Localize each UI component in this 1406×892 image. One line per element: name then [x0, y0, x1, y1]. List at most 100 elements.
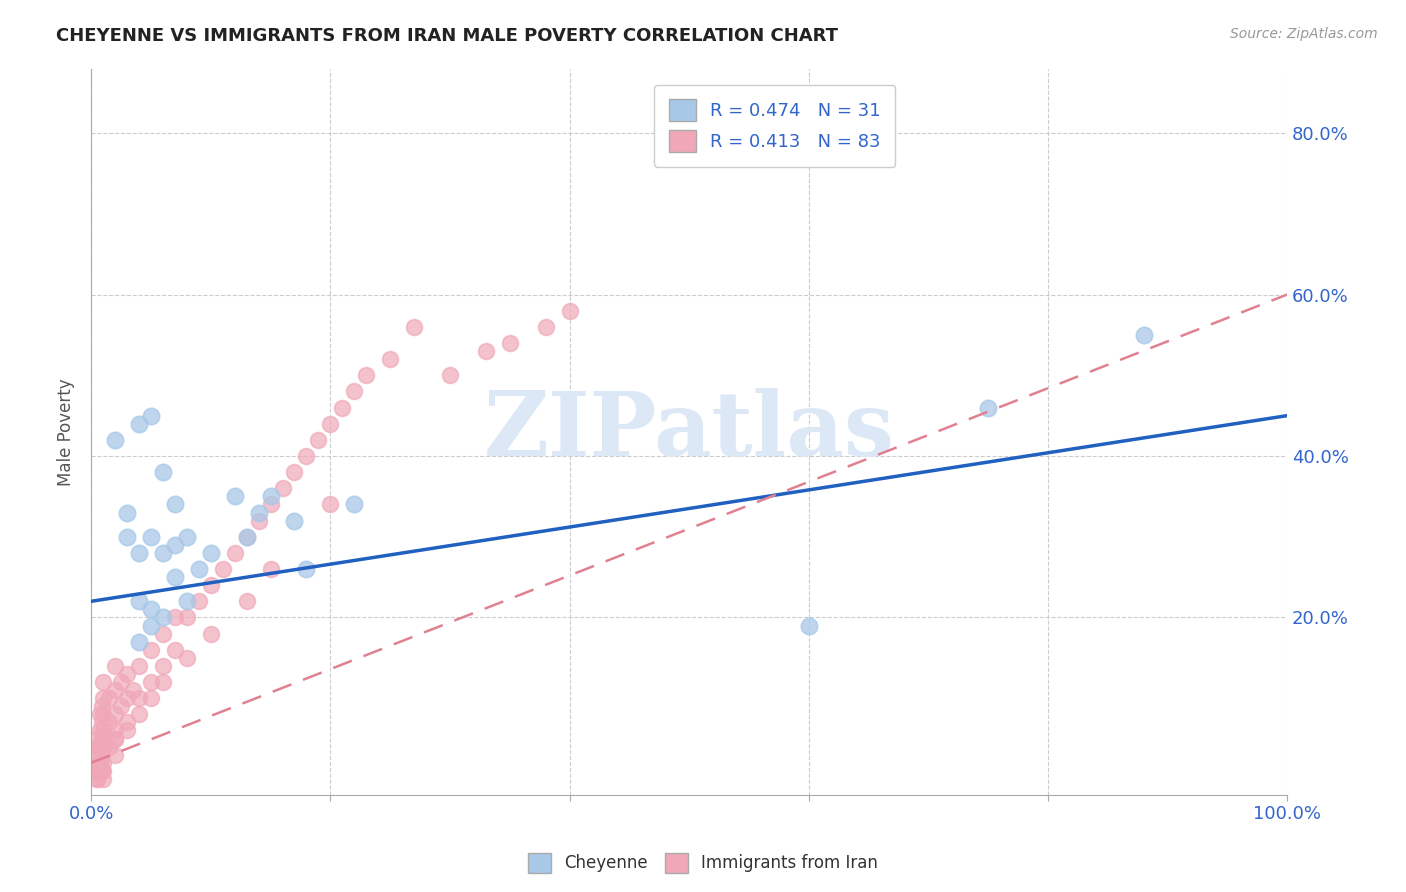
Point: [115, 691, 138, 706]
Point: [91, 691, 114, 706]
Point: [128, 659, 150, 673]
Point: [176, 610, 198, 624]
Point: [89, 756, 111, 770]
Point: [139, 618, 162, 632]
Point: [98, 739, 121, 754]
Point: [90, 699, 112, 714]
Point: [187, 594, 209, 608]
Point: [152, 659, 174, 673]
Point: [343, 498, 366, 512]
Point: [104, 747, 127, 762]
Point: [163, 538, 186, 552]
Point: [152, 610, 174, 624]
Point: [86, 772, 108, 786]
Point: [439, 368, 461, 383]
Point: [115, 723, 138, 738]
Point: [319, 498, 342, 512]
Point: [86, 739, 108, 754]
Point: [104, 707, 127, 722]
Legend: Cheyenne, Immigrants from Iran: Cheyenne, Immigrants from Iran: [522, 847, 884, 880]
Y-axis label: Male Poverty: Male Poverty: [58, 378, 75, 485]
Point: [319, 417, 342, 431]
Point: [163, 498, 186, 512]
Point: [104, 731, 127, 746]
Text: ZIPatlas: ZIPatlas: [484, 388, 894, 475]
Point: [122, 683, 145, 698]
Point: [152, 626, 174, 640]
Point: [475, 344, 498, 359]
Point: [211, 562, 233, 576]
Point: [295, 562, 318, 576]
Point: [977, 401, 1000, 415]
Point: [104, 433, 127, 447]
Point: [187, 562, 209, 576]
Point: [163, 610, 186, 624]
Point: [139, 691, 162, 706]
Point: [91, 756, 114, 770]
Point: [224, 546, 246, 560]
Point: [139, 602, 162, 616]
Point: [235, 594, 257, 608]
Point: [402, 319, 425, 334]
Point: [330, 401, 353, 415]
Point: [797, 618, 820, 632]
Point: [271, 481, 294, 495]
Point: [115, 715, 138, 730]
Point: [90, 747, 112, 762]
Point: [89, 764, 111, 778]
Point: [90, 731, 112, 746]
Point: [499, 336, 522, 351]
Point: [98, 691, 121, 706]
Point: [89, 707, 111, 722]
Point: [104, 659, 127, 673]
Point: [200, 626, 222, 640]
Point: [283, 465, 305, 479]
Point: [89, 756, 111, 770]
Point: [176, 530, 198, 544]
Point: [378, 352, 401, 367]
Point: [558, 303, 581, 318]
Point: [104, 723, 127, 738]
Point: [354, 368, 377, 383]
Point: [259, 562, 281, 576]
Point: [176, 650, 198, 665]
Point: [534, 319, 557, 334]
Point: [139, 675, 162, 690]
Point: [139, 642, 162, 657]
Point: [152, 675, 174, 690]
Point: [89, 723, 111, 738]
Point: [110, 699, 132, 714]
Point: [86, 764, 108, 778]
Point: [235, 530, 257, 544]
Text: CHEYENNE VS IMMIGRANTS FROM IRAN MALE POVERTY CORRELATION CHART: CHEYENNE VS IMMIGRANTS FROM IRAN MALE PO…: [56, 27, 838, 45]
Point: [295, 449, 318, 463]
Point: [307, 433, 329, 447]
Point: [259, 498, 281, 512]
Point: [128, 691, 150, 706]
Point: [86, 756, 108, 770]
Point: [152, 465, 174, 479]
Point: [115, 506, 138, 520]
Point: [86, 747, 108, 762]
Point: [343, 384, 366, 399]
Point: [115, 667, 138, 681]
Point: [139, 530, 162, 544]
Point: [247, 506, 270, 520]
Point: [91, 739, 114, 754]
Point: [1132, 327, 1154, 342]
Point: [89, 739, 111, 754]
Point: [259, 489, 281, 503]
Point: [104, 683, 127, 698]
Point: [91, 764, 114, 778]
Point: [104, 731, 127, 746]
Point: [115, 530, 138, 544]
Point: [200, 546, 222, 560]
Point: [128, 634, 150, 648]
Point: [91, 723, 114, 738]
Point: [163, 642, 186, 657]
Point: [128, 417, 150, 431]
Point: [90, 715, 112, 730]
Point: [283, 514, 305, 528]
Point: [247, 514, 270, 528]
Point: [86, 731, 108, 746]
